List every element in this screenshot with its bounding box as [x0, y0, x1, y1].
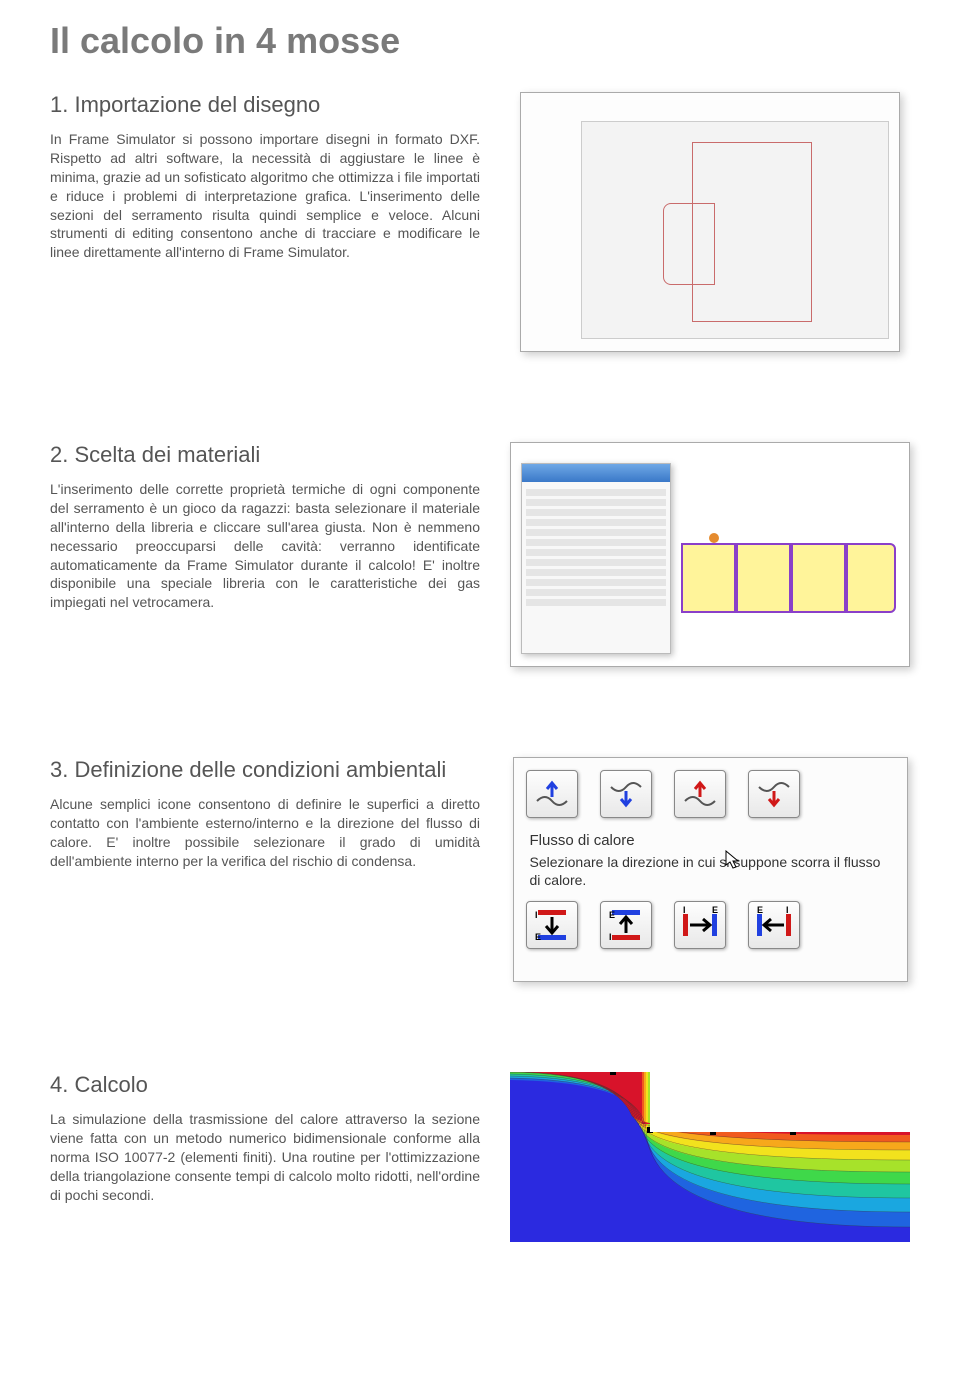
tooltip-text-span: Selezionare la direzione in cui si suppo… [530, 854, 881, 888]
flow-right-button[interactable]: I E [674, 901, 726, 949]
material-library-panel [521, 463, 671, 654]
material-row [526, 529, 666, 536]
toolbar-top-row [526, 770, 895, 818]
material-row [526, 559, 666, 566]
flow-left-button[interactable]: E I [748, 901, 800, 949]
material-row [526, 569, 666, 576]
tooltip-text: Selezionare la direzione in cui si suppo… [530, 853, 895, 889]
pvc-profile [681, 513, 901, 643]
section-4-title: 4. Calcolo [50, 1072, 480, 1098]
svg-text:I: I [609, 932, 612, 942]
profile-chamber [846, 543, 896, 613]
screenshot-dxf-import [520, 92, 900, 352]
surface-ext-down-button[interactable] [600, 770, 652, 818]
section-3-body: Alcune semplici icone consentono di defi… [50, 795, 480, 871]
svg-text:E: E [712, 906, 718, 915]
material-row [526, 589, 666, 596]
surface-ext-button[interactable] [526, 770, 578, 818]
material-row [526, 549, 666, 556]
dxf-canvas [581, 121, 889, 339]
section-calculation: 4. Calcolo La simulazione della trasmiss… [50, 1072, 910, 1242]
flow-up-button[interactable]: E I [600, 901, 652, 949]
material-row [526, 489, 666, 496]
profile-chamber [736, 543, 791, 613]
section-3-title: 3. Definizione delle condizioni ambienta… [50, 757, 480, 783]
section-2-title: 2. Scelta dei materiali [50, 442, 480, 468]
section-4-body: La simulazione della trasmissione del ca… [50, 1110, 480, 1204]
section-1-body: In Frame Simulator si possono importare … [50, 130, 480, 262]
svg-text:E: E [757, 906, 763, 915]
screenshot-thermal [510, 1072, 910, 1242]
material-row [526, 539, 666, 546]
flow-down-button[interactable]: I E [526, 901, 578, 949]
material-row [526, 599, 666, 606]
surface-int-button[interactable] [674, 770, 726, 818]
cursor-icon [725, 850, 741, 870]
gasket [709, 533, 719, 543]
section-conditions: 3. Definizione delle condizioni ambienta… [50, 757, 910, 982]
page-title: Il calcolo in 4 mosse [50, 20, 910, 62]
material-row [526, 509, 666, 516]
profile-chamber [681, 543, 736, 613]
section-1-title: 1. Importazione del disegno [50, 92, 480, 118]
panel-header [522, 464, 670, 482]
tooltip-title: Flusso di calore [530, 832, 895, 849]
toolbar-bottom-row: I E E I [526, 901, 895, 949]
svg-text:E: E [535, 932, 541, 942]
section-import: 1. Importazione del disegno In Frame Sim… [50, 92, 910, 352]
svg-text:I: I [535, 910, 538, 920]
svg-text:I: I [683, 906, 686, 915]
section-2-body: L'inserimento delle corrette proprietà t… [50, 480, 480, 612]
svg-text:I: I [786, 906, 789, 915]
dxf-profile-outline [692, 142, 812, 322]
screenshot-materials [510, 442, 910, 667]
material-row [526, 519, 666, 526]
screenshot-conditions: Flusso di calore Selezionare la direzion… [513, 757, 908, 982]
material-row [526, 579, 666, 586]
material-row [526, 499, 666, 506]
svg-text:E: E [609, 910, 615, 920]
surface-int-down-button[interactable] [748, 770, 800, 818]
profile-chamber [791, 543, 846, 613]
section-materials: 2. Scelta dei materiali L'inserimento de… [50, 442, 910, 667]
